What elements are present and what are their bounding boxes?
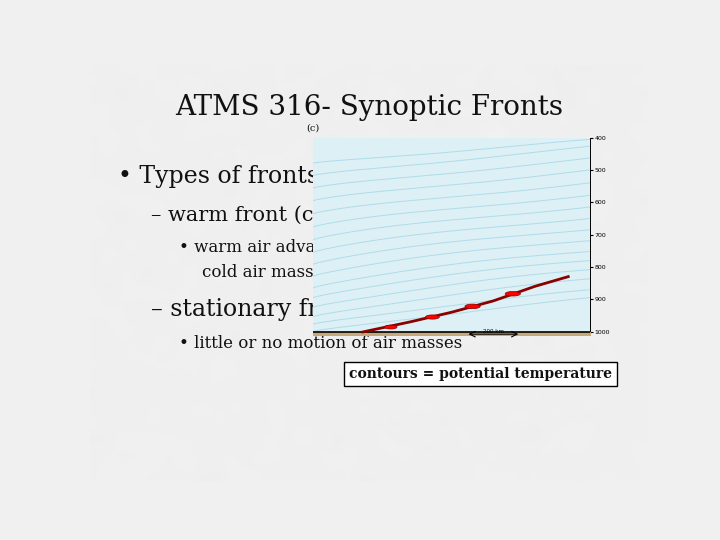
Text: cold air mass: cold air mass [202, 265, 313, 281]
Text: • warm air advances relative to the: • warm air advances relative to the [179, 239, 478, 256]
Text: • Types of fronts: • Types of fronts [118, 165, 319, 187]
Text: – stationary front: – stationary front [151, 298, 358, 321]
Ellipse shape [465, 304, 480, 309]
Ellipse shape [505, 292, 521, 296]
Text: contours = potential temperature: contours = potential temperature [349, 367, 612, 381]
Text: 200 km: 200 km [483, 329, 504, 334]
Text: ATMS 316- Synoptic Fronts: ATMS 316- Synoptic Fronts [175, 94, 563, 121]
Ellipse shape [426, 315, 439, 319]
Ellipse shape [384, 325, 397, 329]
Text: • little or no motion of air masses: • little or no motion of air masses [179, 335, 462, 352]
Text: – warm front (c): – warm front (c) [151, 206, 322, 225]
Text: (c): (c) [306, 123, 319, 132]
